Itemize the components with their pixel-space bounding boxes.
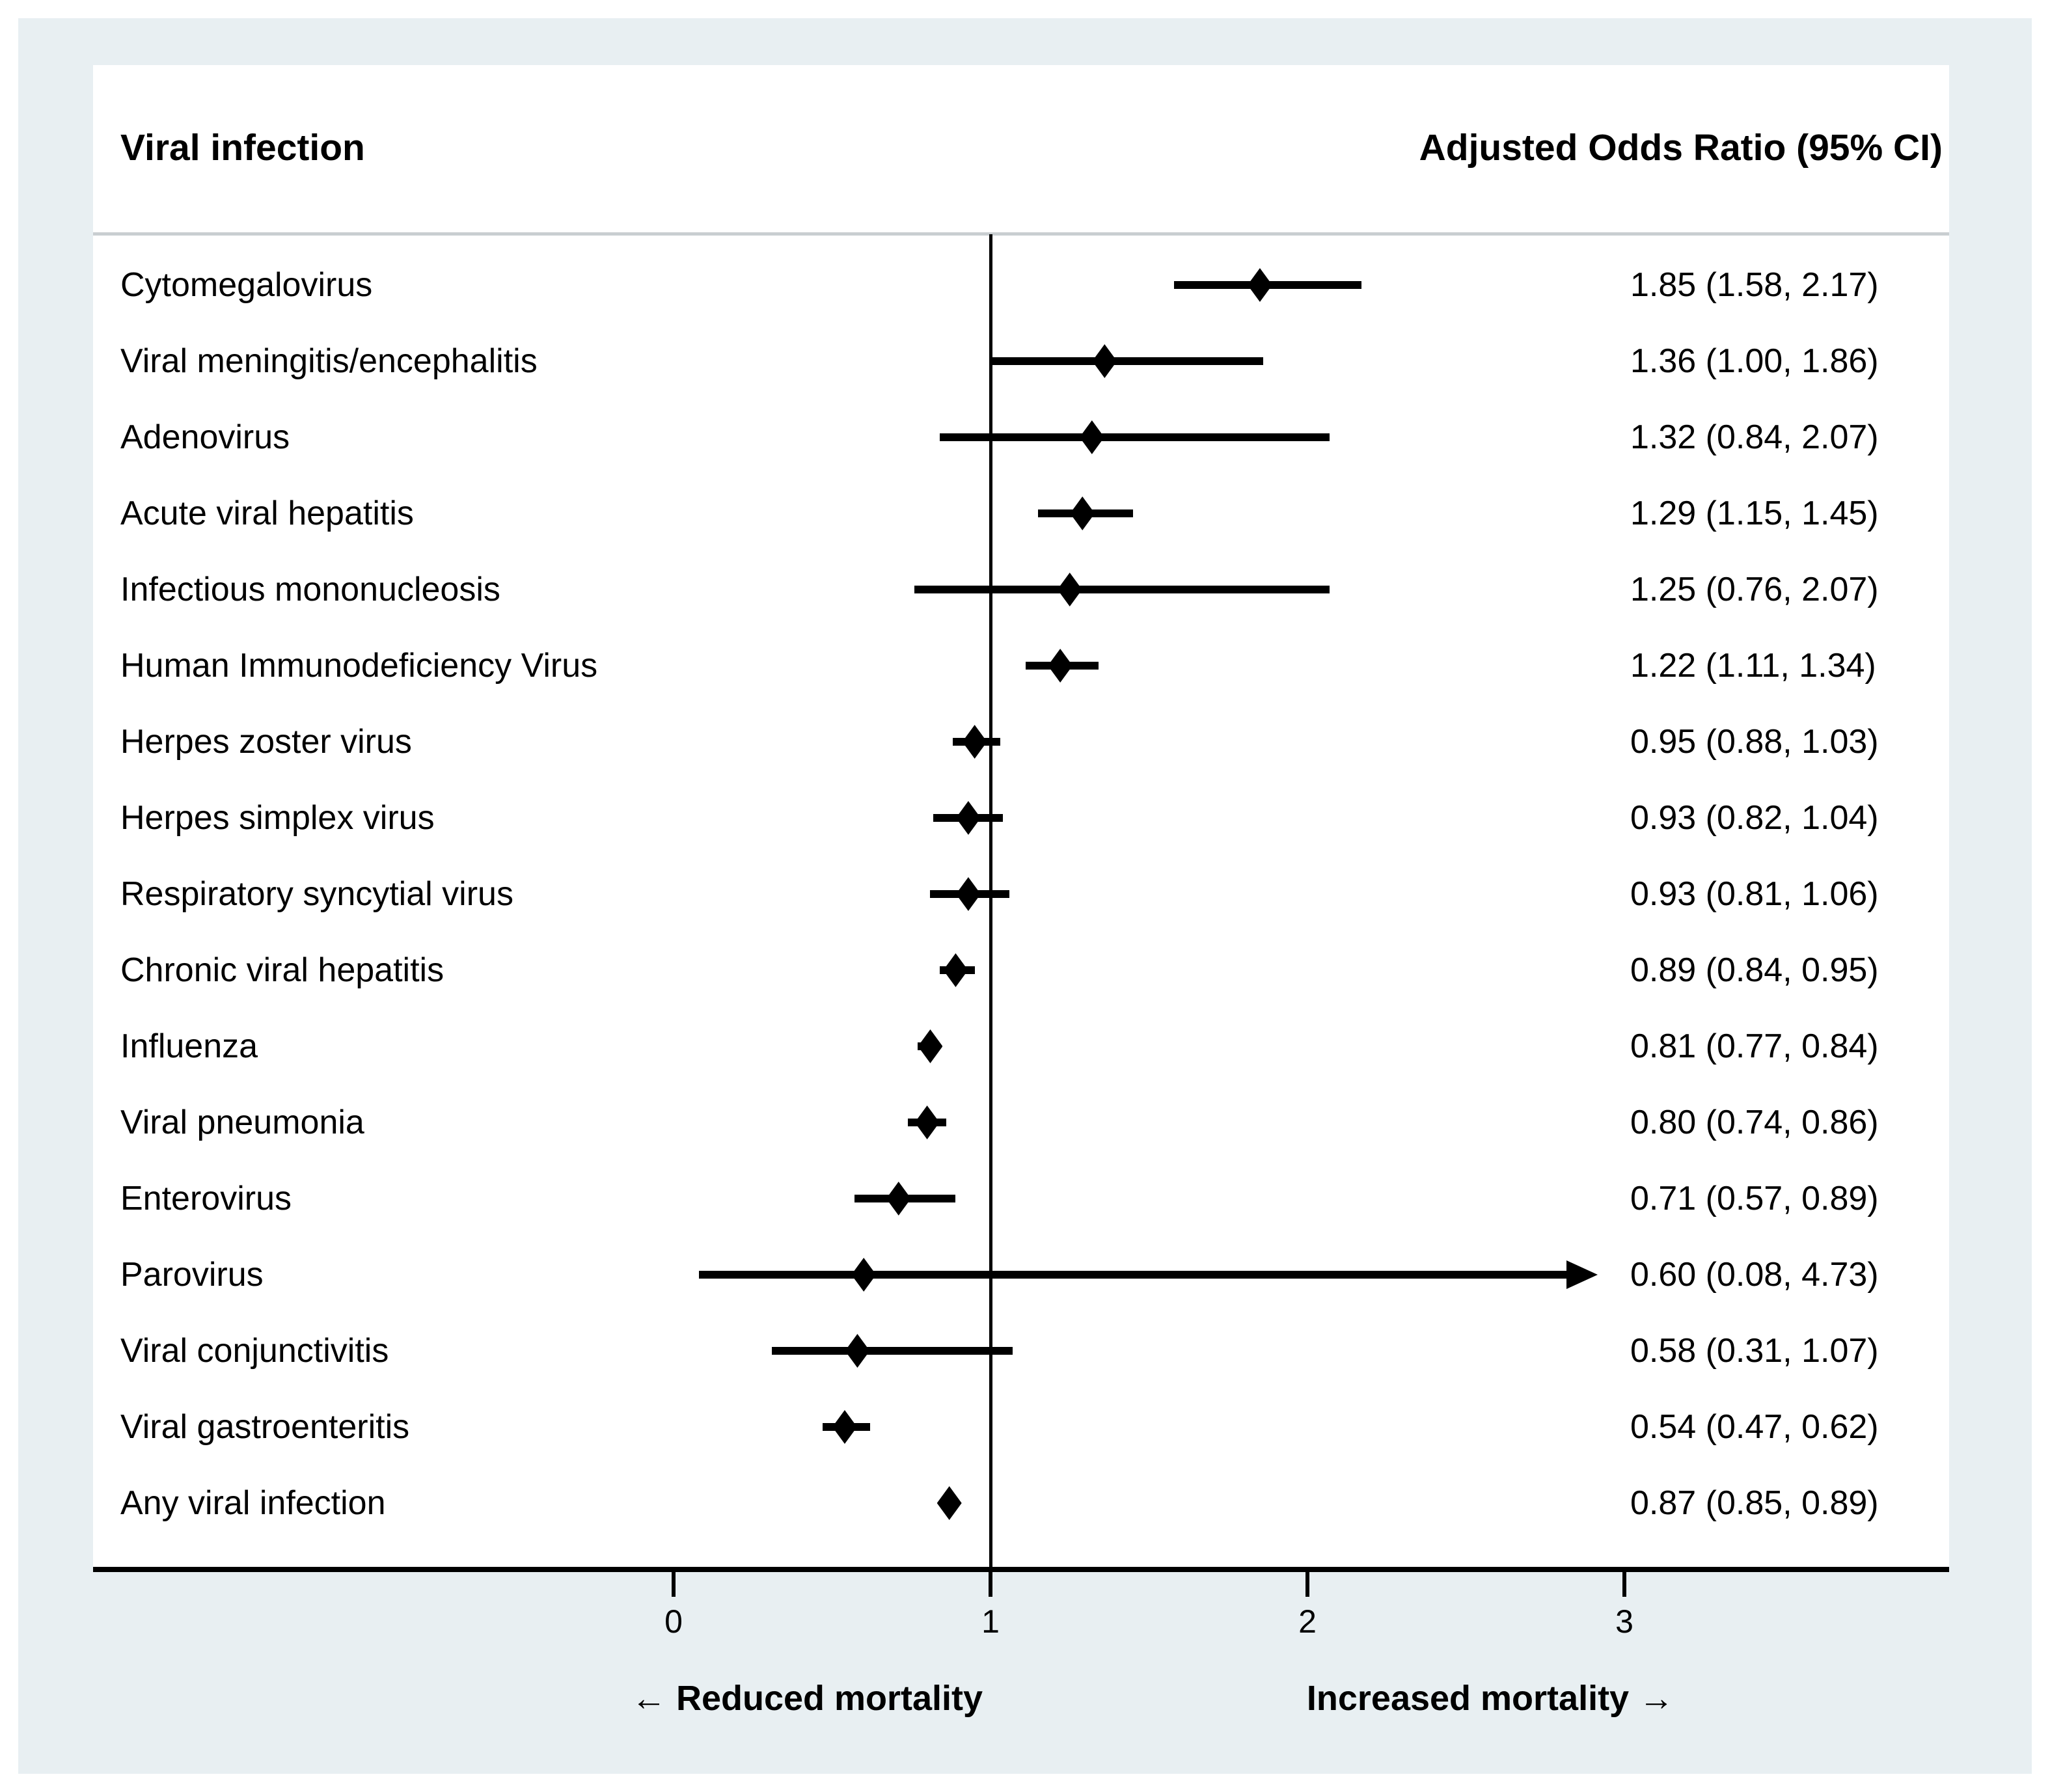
row-label: Herpes simplex virus (120, 799, 435, 837)
row-label: Chronic viral hepatitis (120, 951, 444, 989)
row-estimate-text: 1.36 (1.00, 1.86) (1630, 342, 1879, 380)
row-estimate-text: 1.32 (0.84, 2.07) (1630, 418, 1879, 456)
row-estimate-text: 0.60 (0.08, 4.73) (1630, 1256, 1879, 1294)
x-axis-tick (672, 1572, 676, 1597)
row-estimate-text: 0.71 (0.57, 0.89) (1630, 1180, 1879, 1217)
row-estimate-text: 0.87 (0.85, 0.89) (1630, 1484, 1879, 1522)
ci-whisker (698, 1271, 1572, 1279)
row-estimate-text: 1.29 (1.15, 1.45) (1630, 495, 1879, 532)
row-label: Adenovirus (120, 418, 290, 456)
row-label: Viral pneumonia (120, 1104, 364, 1141)
row-estimate-text: 0.93 (0.81, 1.06) (1630, 875, 1879, 913)
row-estimate-text: 1.85 (1.58, 2.17) (1630, 266, 1879, 304)
x-axis-tick-label: 1 (981, 1603, 1000, 1640)
ci-whisker (914, 586, 1330, 593)
row-estimate-text: 0.81 (0.77, 0.84) (1630, 1027, 1879, 1065)
column-header-adjusted-odds-ratio: Adjusted Odds Ratio (95% CI) (1419, 127, 1943, 169)
null-effect-reference-line (989, 234, 992, 1572)
row-label: Viral meningitis/encephalitis (120, 342, 538, 380)
row-label: Parovirus (120, 1256, 264, 1294)
increased-mortality-direction-label: Increased mortality → (1306, 1679, 1674, 1718)
x-axis-tick (989, 1572, 992, 1597)
row-estimate-text: 1.25 (0.76, 2.07) (1630, 571, 1879, 608)
header-divider-line (93, 232, 1949, 236)
row-estimate-text: 0.89 (0.84, 0.95) (1630, 951, 1879, 989)
row-estimate-text: 0.93 (0.82, 1.04) (1630, 799, 1879, 837)
row-label: Viral gastroenteritis (120, 1408, 410, 1446)
plot-panel (93, 65, 1949, 1572)
row-label: Herpes zoster virus (120, 723, 412, 761)
column-header-viral-infection: Viral infection (120, 127, 365, 169)
row-estimate-text: 0.80 (0.74, 0.86) (1630, 1104, 1879, 1141)
x-axis-tick-label: 0 (664, 1603, 683, 1640)
x-axis-tick (1622, 1572, 1626, 1597)
ci-whisker (940, 433, 1330, 441)
row-label: Human Immunodeficiency Virus (120, 647, 598, 685)
row-estimate-text: 0.58 (0.31, 1.07) (1630, 1332, 1879, 1370)
row-label: Any viral infection (120, 1484, 386, 1522)
row-label: Viral conjunctivitis (120, 1332, 389, 1370)
row-estimate-text: 0.54 (0.47, 0.62) (1630, 1408, 1879, 1446)
arrowhead-right-icon (1566, 1260, 1598, 1289)
ci-whisker (991, 357, 1263, 365)
row-estimate-text: 0.95 (0.88, 1.03) (1630, 723, 1879, 761)
row-label: Enterovirus (120, 1180, 292, 1217)
x-axis-tick-label: 3 (1615, 1603, 1633, 1640)
row-label: Influenza (120, 1027, 258, 1065)
row-estimate-text: 1.22 (1.11, 1.34) (1630, 647, 1876, 685)
ci-whisker (771, 1347, 1013, 1355)
row-label: Infectious mononucleosis (120, 571, 500, 608)
row-label: Respiratory syncytial virus (120, 875, 513, 913)
row-label: Acute viral hepatitis (120, 495, 414, 532)
row-label: Cytomegalovirus (120, 266, 373, 304)
x-axis-tick (1305, 1572, 1309, 1597)
x-axis-tick-label: 2 (1298, 1603, 1317, 1640)
reduced-mortality-direction-label: ← Reduced mortality (631, 1679, 983, 1718)
